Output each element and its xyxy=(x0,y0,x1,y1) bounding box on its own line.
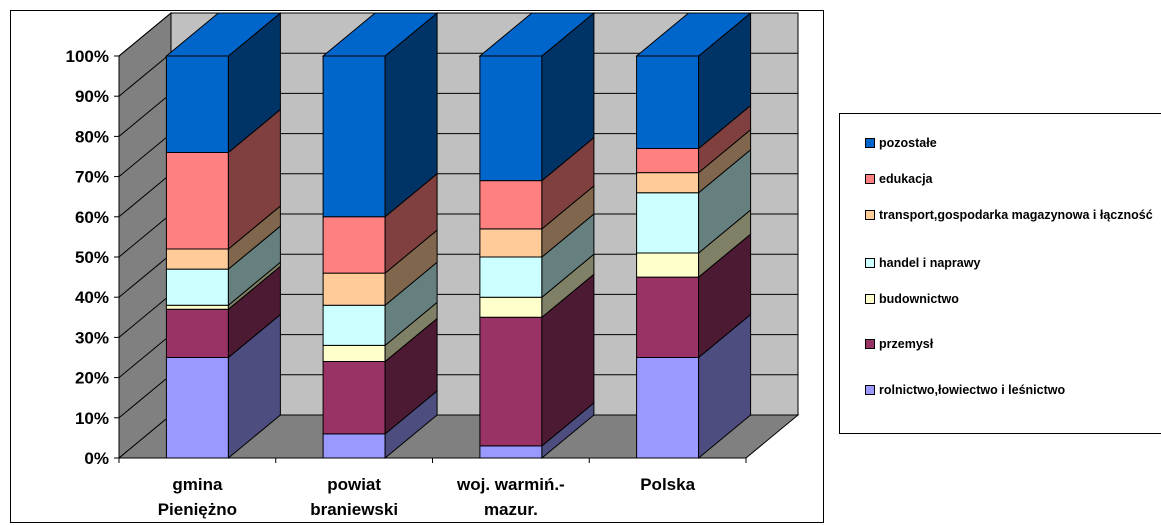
legend-item: rolnictwo,łowiectwo i leśnictwo xyxy=(865,383,1161,397)
x-category-label: Polska xyxy=(640,475,695,494)
legend-swatch xyxy=(865,339,875,349)
stacked-bar-chart: 0% 10% 20% 30% 40% 50% 60% 70% 80% 90% 100% gmina Pi… xyxy=(66,11,800,519)
legend-item: edukacja xyxy=(865,172,1161,186)
legend-label: budownictwo xyxy=(879,292,959,306)
bar-0-s2-front xyxy=(165,304,229,310)
x-category-label: powiat xyxy=(327,475,381,494)
bar-0-s6-front xyxy=(165,55,229,153)
x-category-label: gmina xyxy=(172,475,223,494)
y-tick-label: 30% xyxy=(75,328,109,347)
bar-3-s6-top xyxy=(635,12,752,57)
legend-swatch xyxy=(865,385,875,395)
bar-1-s1-front xyxy=(322,361,386,435)
y-tick-label: 10% xyxy=(75,409,109,428)
legend-swatch xyxy=(865,210,875,220)
legend-swatch xyxy=(865,138,875,148)
x-category-label: woj. warmiń.- xyxy=(456,475,565,494)
legend-label: pozostałe xyxy=(879,136,937,150)
bar-2-s2-front xyxy=(479,296,543,318)
bar-0-s1-front xyxy=(165,308,229,358)
bar-0-s5-front xyxy=(165,152,229,250)
bar-0-s4-front xyxy=(165,248,229,270)
legend-swatch xyxy=(865,258,875,268)
bar-2-s1-front xyxy=(479,316,543,447)
bar-1-s0-front xyxy=(322,433,386,459)
bar-0-s3-front xyxy=(165,268,229,306)
bar-3-s0-front xyxy=(636,357,700,459)
bar-1-s6-front xyxy=(322,55,386,218)
chart-area: 0% 10% 20% 30% 40% 50% 60% 70% 80% 90% 100% gmina Pi… xyxy=(10,10,824,523)
y-tick-label: 60% xyxy=(75,208,109,227)
x-category-label: braniewski xyxy=(310,500,398,519)
y-tick-label: 90% xyxy=(75,87,109,106)
legend-label: edukacja xyxy=(879,172,933,186)
legend-item: przemysł xyxy=(865,337,1161,351)
bar-1-s2-front xyxy=(322,344,386,362)
bar-3-s5-front xyxy=(636,148,700,174)
bar-1-s3-front xyxy=(322,304,386,346)
bar-2-s6-top xyxy=(478,12,596,57)
bar-0-s0-front xyxy=(165,357,229,459)
legend-item: transport,gospodarka magazynowa i łączno… xyxy=(865,208,1161,222)
bar-2-s6-front xyxy=(479,55,543,182)
legend-item: pozostałe xyxy=(865,136,1161,150)
bar-0-s6-top xyxy=(165,12,282,57)
legend-swatch xyxy=(865,174,875,184)
bar-2-s5-front xyxy=(479,180,543,230)
bar-2-s3-front xyxy=(479,256,543,298)
bar-1-s5-front xyxy=(322,216,386,274)
bar-3-s4-front xyxy=(636,172,700,194)
bar-3-s1-front xyxy=(636,276,700,358)
bar-2-s0-front xyxy=(479,445,543,459)
legend-item: handel i naprawy xyxy=(865,256,1161,270)
y-tick-label: 70% xyxy=(75,168,109,187)
bar-2-s4-front xyxy=(479,228,543,258)
bar-3-s6-front xyxy=(636,55,700,149)
y-tick-label: 100% xyxy=(66,47,109,66)
legend-item: budownictwo xyxy=(865,292,1161,306)
legend-label: handel i naprawy xyxy=(879,256,981,270)
x-category-label: Pieniężno xyxy=(158,500,237,519)
bar-3-s3-front xyxy=(636,192,700,254)
legend-swatch xyxy=(865,294,875,304)
y-tick-label: 50% xyxy=(75,248,109,267)
legend-label: przemysł xyxy=(879,337,934,351)
legend-label: rolnictwo,łowiectwo i leśnictwo xyxy=(879,383,1066,397)
y-tick-label: 40% xyxy=(75,288,109,307)
x-category-label: mazur. xyxy=(484,500,538,519)
bar-3-s2-front xyxy=(636,252,700,278)
y-tick-label: 80% xyxy=(75,127,109,146)
y-tick-label: 0% xyxy=(84,449,109,468)
bar-1-s6-top xyxy=(321,12,439,57)
y-tick-label: 20% xyxy=(75,369,109,388)
bar-1-s4-front xyxy=(322,272,386,306)
legend: pozostałe edukacja transport,gospodarka ma… xyxy=(839,113,1161,434)
legend-label: transport,gospodarka magazynowa i łączno… xyxy=(879,208,1153,222)
